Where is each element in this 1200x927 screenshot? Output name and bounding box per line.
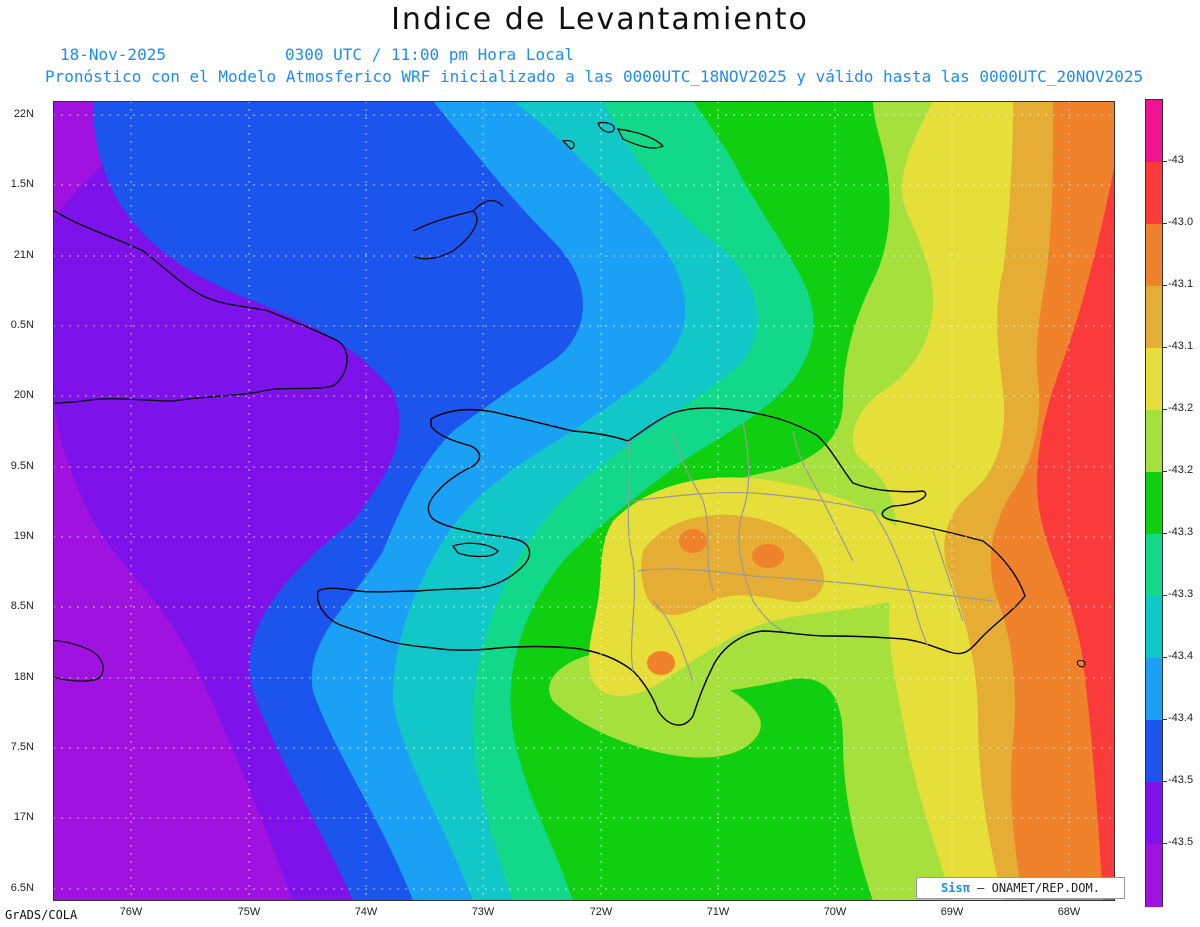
mona-island [1076,660,1086,668]
lifted-index-map [53,101,1115,901]
lon-label: 72W [589,906,613,918]
lon-label: 71W [706,906,730,918]
colorbar-tick [1162,347,1167,348]
colorbar-segment [1146,596,1162,659]
footer-label: GrADS/COLA [5,908,78,922]
colorbar-segment [1146,472,1162,535]
cuba-coastline [53,209,348,405]
field-hotspot [679,529,707,553]
lat-label: 18N [13,671,34,683]
colorbar-tick [1162,781,1167,782]
lon-label: 69W [940,906,964,918]
colorbar-label: -43.3 [1168,526,1194,538]
lon-label: 73W [471,906,495,918]
colorbar-label: -43.1 [1168,340,1194,352]
lat-label: 22N [13,108,34,120]
colorbar-label: -43.1 [1168,278,1194,290]
colorbar-tick [1162,161,1167,162]
colorbar-segment [1146,100,1162,163]
colorbar-tick [1162,471,1167,472]
credit-text: – ONAMET/REP.DOM. [969,881,1100,895]
colorbar-segment [1146,348,1162,411]
credit-box: Sisπ – ONAMET/REP.DOM. [916,877,1125,899]
lon-label: 68W [1057,906,1081,918]
lat-label: 9.5N [10,460,34,472]
lon-label: 70W [823,906,847,918]
colorbar-label: -43.5 [1168,836,1194,848]
colorbar-segment [1146,410,1162,473]
sispi-logo: Sisπ [941,881,970,895]
lat-label: 8.5N [10,600,34,612]
field-hotspot [647,651,675,675]
colorbar-label: -43.2 [1168,464,1194,476]
map-title: Indice de Levantamiento [391,2,809,37]
colorbar-tick [1162,719,1167,720]
colorbar-label: -43.0 [1168,216,1194,228]
colorbar-tick [1162,285,1167,286]
colorbar [1145,99,1163,907]
colorbar-segment [1146,534,1162,597]
colorbar-label: -43.5 [1168,774,1194,786]
valid-date: 18-Nov-2025 [60,45,166,64]
hispaniola-coastline [316,407,1026,726]
cuba-keys [412,199,504,260]
lat-label: 17N [13,811,34,823]
colorbar-label: -43.3 [1168,588,1194,600]
colorbar-label: -43 [1168,154,1184,166]
colorbar-segment [1146,720,1162,783]
lat-label: 20N [13,389,34,401]
lat-label: 7.5N [10,741,34,753]
colorbar-tick [1162,409,1167,410]
colorbar-segment [1146,658,1162,721]
lon-label: 76W [119,906,143,918]
province-borders [627,420,994,682]
turks-caicos-coastline [561,121,665,150]
colorbar-segment [1146,782,1162,845]
lat-label: 1.5N [10,178,34,190]
field-red [1037,161,1115,901]
colorbar-tick [1162,657,1167,658]
valid-time: 0300 UTC / 11:00 pm Hora Local [285,45,574,64]
lon-label: 75W [237,906,261,918]
graticule [53,101,1115,901]
colorbar-label: -43.4 [1168,712,1194,724]
colorbar-tick [1162,223,1167,224]
colorbar-label: -43.2 [1168,402,1194,414]
model-description: Pronóstico con el Modelo Atmosferico WRF… [45,67,1144,86]
lat-label: 0.5N [10,319,34,331]
colorbar-tick [1162,843,1167,844]
gonave-coastline [452,542,499,558]
field-hotspot [752,544,784,568]
colorbar-segment [1146,286,1162,349]
lat-label: 19N [13,530,34,542]
colorbar-segment [1146,224,1162,287]
colorbar-tick [1162,533,1167,534]
colorbar-segment [1146,162,1162,225]
lon-label: 74W [354,906,378,918]
colorbar-label: -43.4 [1168,650,1194,662]
lat-label: 6.5N [10,882,34,894]
colorbar-segment [1146,844,1162,907]
jamaica-coastline [53,639,104,682]
colorbar-tick [1162,595,1167,596]
lat-label: 21N [13,249,34,261]
